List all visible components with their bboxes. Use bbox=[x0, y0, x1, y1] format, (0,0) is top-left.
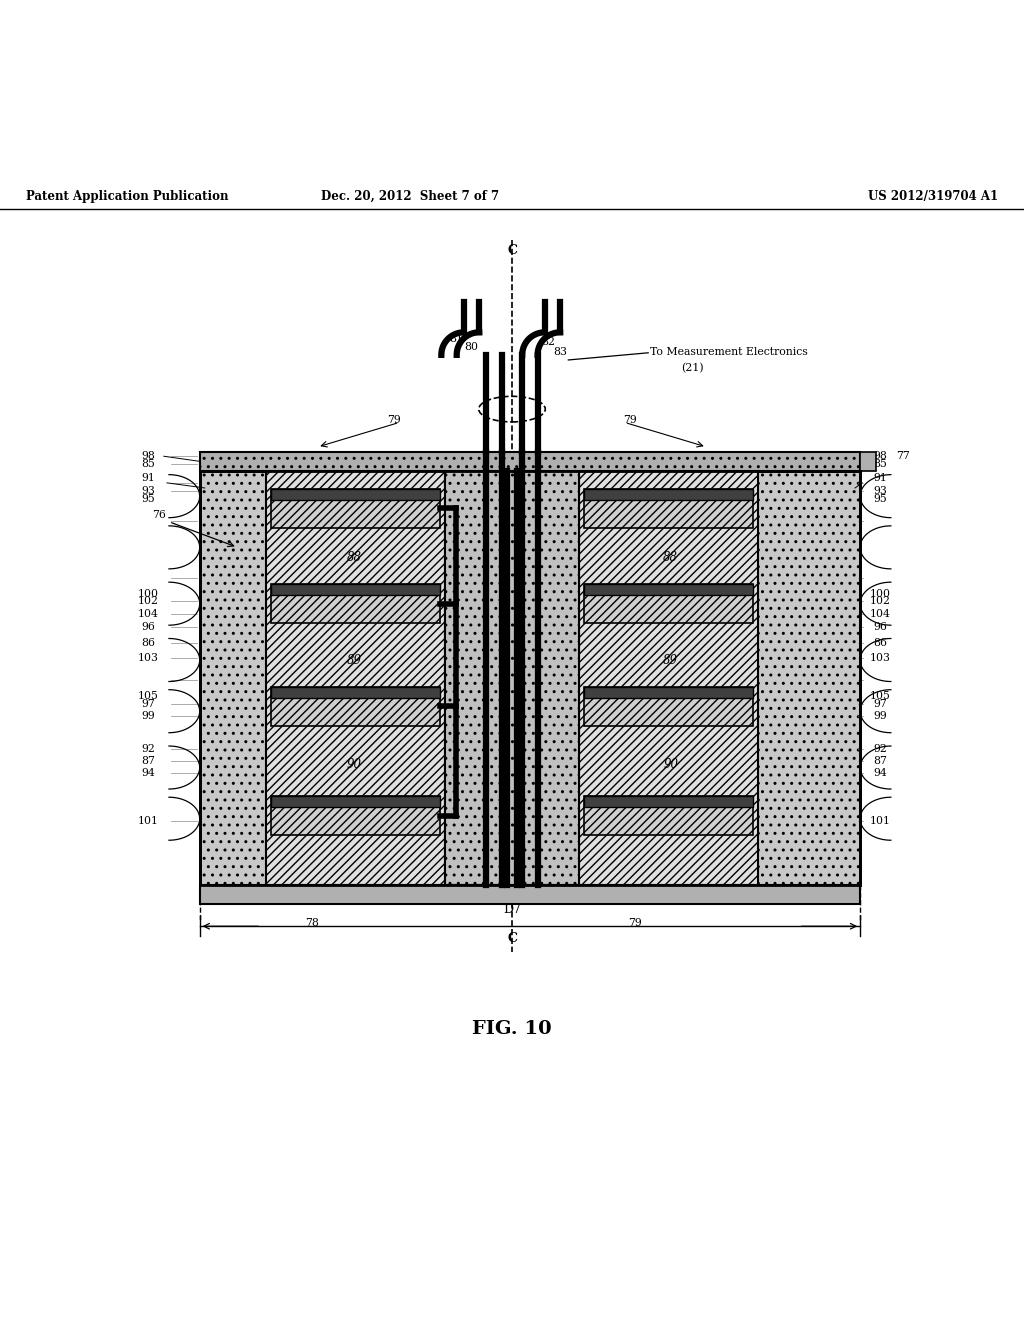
Text: 93: 93 bbox=[873, 486, 888, 496]
Text: 86: 86 bbox=[873, 638, 888, 648]
Text: 95: 95 bbox=[141, 494, 156, 504]
Text: 79: 79 bbox=[623, 416, 637, 425]
Text: 88: 88 bbox=[664, 552, 678, 564]
Text: To Measurement Electronics: To Measurement Electronics bbox=[650, 347, 808, 356]
Bar bbox=[584, 796, 753, 836]
Text: 99: 99 bbox=[873, 711, 888, 721]
Text: 101: 101 bbox=[870, 816, 891, 826]
Text: 91: 91 bbox=[141, 473, 156, 483]
Text: C: C bbox=[507, 244, 517, 257]
Bar bbox=[271, 488, 440, 500]
Text: Patent Application Publication: Patent Application Publication bbox=[26, 190, 228, 203]
Text: D7: D7 bbox=[503, 903, 521, 916]
Text: 83: 83 bbox=[553, 347, 567, 356]
Text: 80: 80 bbox=[464, 342, 478, 351]
Text: C: C bbox=[507, 932, 517, 945]
Bar bbox=[584, 686, 753, 726]
Text: 104: 104 bbox=[870, 609, 891, 619]
Bar bbox=[271, 796, 440, 807]
Text: 82: 82 bbox=[541, 337, 555, 347]
Text: Dec. 20, 2012  Sheet 7 of 7: Dec. 20, 2012 Sheet 7 of 7 bbox=[321, 190, 499, 203]
Bar bbox=[579, 470, 758, 886]
Text: 102: 102 bbox=[870, 595, 891, 606]
Bar bbox=[200, 470, 860, 886]
Text: 103: 103 bbox=[870, 653, 891, 663]
Text: 94: 94 bbox=[873, 768, 888, 779]
Bar bbox=[584, 796, 753, 807]
Text: 95: 95 bbox=[873, 494, 888, 504]
Text: 76: 76 bbox=[152, 510, 166, 520]
Text: 99: 99 bbox=[141, 711, 156, 721]
Bar bbox=[200, 886, 860, 904]
Text: 85: 85 bbox=[873, 459, 888, 470]
Text: 79: 79 bbox=[387, 416, 401, 425]
Bar bbox=[271, 686, 440, 697]
Text: 87: 87 bbox=[873, 756, 888, 766]
Bar bbox=[266, 470, 445, 886]
Bar bbox=[271, 686, 440, 726]
Text: 96: 96 bbox=[141, 622, 156, 632]
Text: 102: 102 bbox=[138, 595, 159, 606]
Text: 92: 92 bbox=[141, 743, 156, 754]
Text: 91: 91 bbox=[873, 473, 888, 483]
Bar bbox=[271, 796, 440, 836]
Text: 92: 92 bbox=[873, 743, 888, 754]
Text: 88: 88 bbox=[347, 552, 361, 564]
Text: 105: 105 bbox=[138, 692, 159, 701]
Text: 77: 77 bbox=[896, 451, 910, 461]
Text: 79: 79 bbox=[628, 919, 642, 928]
Bar bbox=[271, 488, 440, 528]
Bar bbox=[860, 453, 876, 470]
Text: 90: 90 bbox=[347, 758, 361, 771]
Bar bbox=[445, 470, 579, 886]
Text: 89: 89 bbox=[664, 653, 678, 667]
Text: 86: 86 bbox=[141, 638, 156, 648]
Text: 105: 105 bbox=[870, 692, 891, 701]
Text: 101: 101 bbox=[138, 816, 159, 826]
Text: 94: 94 bbox=[141, 768, 156, 779]
Text: 96: 96 bbox=[873, 622, 888, 632]
Text: 89: 89 bbox=[347, 653, 361, 667]
Text: 103: 103 bbox=[138, 653, 159, 663]
Bar bbox=[584, 488, 753, 528]
Text: FIG. 10: FIG. 10 bbox=[472, 1019, 552, 1038]
Bar bbox=[584, 686, 753, 697]
Bar bbox=[271, 585, 440, 623]
Text: 84: 84 bbox=[247, 457, 261, 466]
Text: 84: 84 bbox=[763, 457, 777, 466]
Text: (21): (21) bbox=[681, 363, 703, 374]
Text: 100: 100 bbox=[138, 589, 159, 599]
Text: 97: 97 bbox=[873, 700, 888, 709]
Text: 78: 78 bbox=[305, 919, 319, 928]
Bar bbox=[584, 585, 753, 623]
Bar bbox=[584, 488, 753, 500]
Bar bbox=[200, 453, 860, 470]
Text: 97: 97 bbox=[141, 700, 156, 709]
Text: 90: 90 bbox=[664, 758, 678, 771]
Bar bbox=[584, 585, 753, 595]
Text: 98: 98 bbox=[873, 451, 888, 461]
Bar bbox=[271, 585, 440, 595]
Text: 93: 93 bbox=[141, 486, 156, 496]
Text: 87: 87 bbox=[141, 756, 156, 766]
Text: US 2012/319704 A1: US 2012/319704 A1 bbox=[868, 190, 998, 203]
Text: 81: 81 bbox=[450, 334, 464, 345]
Text: 85: 85 bbox=[141, 459, 156, 470]
Bar bbox=[200, 470, 860, 886]
Text: 104: 104 bbox=[138, 609, 159, 619]
Text: 98: 98 bbox=[141, 451, 156, 461]
Text: 100: 100 bbox=[870, 589, 891, 599]
